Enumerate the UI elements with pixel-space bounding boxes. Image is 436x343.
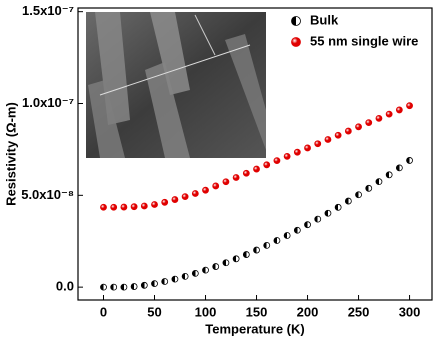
x-tick-label: 0 [100, 304, 107, 319]
data-point [406, 157, 413, 164]
data-point [355, 191, 362, 199]
data-point [202, 266, 209, 274]
data-point [202, 186, 209, 194]
data-point [385, 110, 393, 118]
data-point [232, 255, 240, 263]
data-point [293, 226, 301, 234]
data-point [161, 278, 169, 285]
data-point [263, 241, 271, 249]
data-point [253, 246, 260, 254]
data-point [232, 174, 240, 181]
inset-image [86, 12, 266, 158]
data-point [304, 144, 311, 152]
data-point [406, 102, 413, 110]
data-point [100, 203, 107, 211]
data-point [120, 203, 128, 211]
data-point [181, 193, 189, 201]
x-tick-label: 150 [246, 304, 268, 319]
legend-label: 55 nm single wire [310, 33, 418, 48]
x-tick-label: 250 [348, 304, 370, 319]
data-point [355, 123, 362, 131]
data-point [375, 114, 383, 122]
data-point [304, 221, 311, 229]
data-point [365, 119, 373, 126]
data-point [130, 203, 138, 211]
data-point [120, 283, 128, 291]
y-tick-label: 1.5x10⁻⁷ [22, 3, 74, 18]
data-point [314, 140, 322, 148]
data-point [324, 209, 332, 217]
data-point [375, 178, 383, 186]
data-point [273, 157, 281, 165]
y-tick-label: 1.0x10⁻⁷ [22, 95, 74, 110]
data-point [140, 281, 148, 289]
data-point [385, 171, 393, 179]
legend-label: Bulk [310, 12, 339, 27]
data-point [130, 283, 138, 290]
data-point [324, 136, 332, 143]
data-point [283, 232, 291, 239]
data-point [395, 106, 403, 114]
data-point [222, 178, 230, 186]
data-point [365, 184, 373, 192]
data-point [273, 237, 281, 244]
x-tick-label: 100 [195, 304, 217, 319]
data-point [161, 198, 169, 206]
data-point [171, 275, 179, 283]
x-tick-label: 50 [147, 304, 161, 319]
y-tick-label: 5.0x10⁻⁸ [21, 187, 74, 202]
data-point [191, 190, 199, 197]
data-point [283, 152, 291, 160]
data-point [314, 215, 322, 223]
legend-marker [291, 16, 301, 26]
data-point [110, 283, 118, 291]
data-point [140, 202, 148, 210]
data-point [263, 161, 271, 169]
data-point [171, 196, 179, 203]
data-point [100, 283, 107, 291]
data-point [334, 131, 342, 139]
x-axis-label: Temperature (K) [205, 321, 304, 336]
data-point [344, 197, 352, 205]
plot-frame [77, 7, 433, 301]
data-point [242, 251, 250, 258]
y-tick-label: 0.0 [56, 279, 74, 294]
data-point [242, 169, 250, 177]
data-point [293, 148, 301, 156]
data-point [181, 272, 189, 280]
legend-marker [291, 37, 301, 47]
data-point [395, 164, 403, 172]
x-tick-label: 300 [399, 304, 421, 319]
x-tick-label: 200 [297, 304, 319, 319]
data-point [151, 280, 158, 288]
data-point [191, 269, 199, 277]
data-point [110, 203, 118, 211]
data-point [253, 165, 260, 173]
y-axis-label: Resistivity (Ω-m) [3, 102, 18, 206]
data-point [151, 201, 158, 208]
data-point [344, 127, 352, 135]
data-point [334, 203, 342, 211]
data-point [212, 263, 220, 270]
data-point [222, 259, 230, 267]
data-point [212, 182, 220, 190]
